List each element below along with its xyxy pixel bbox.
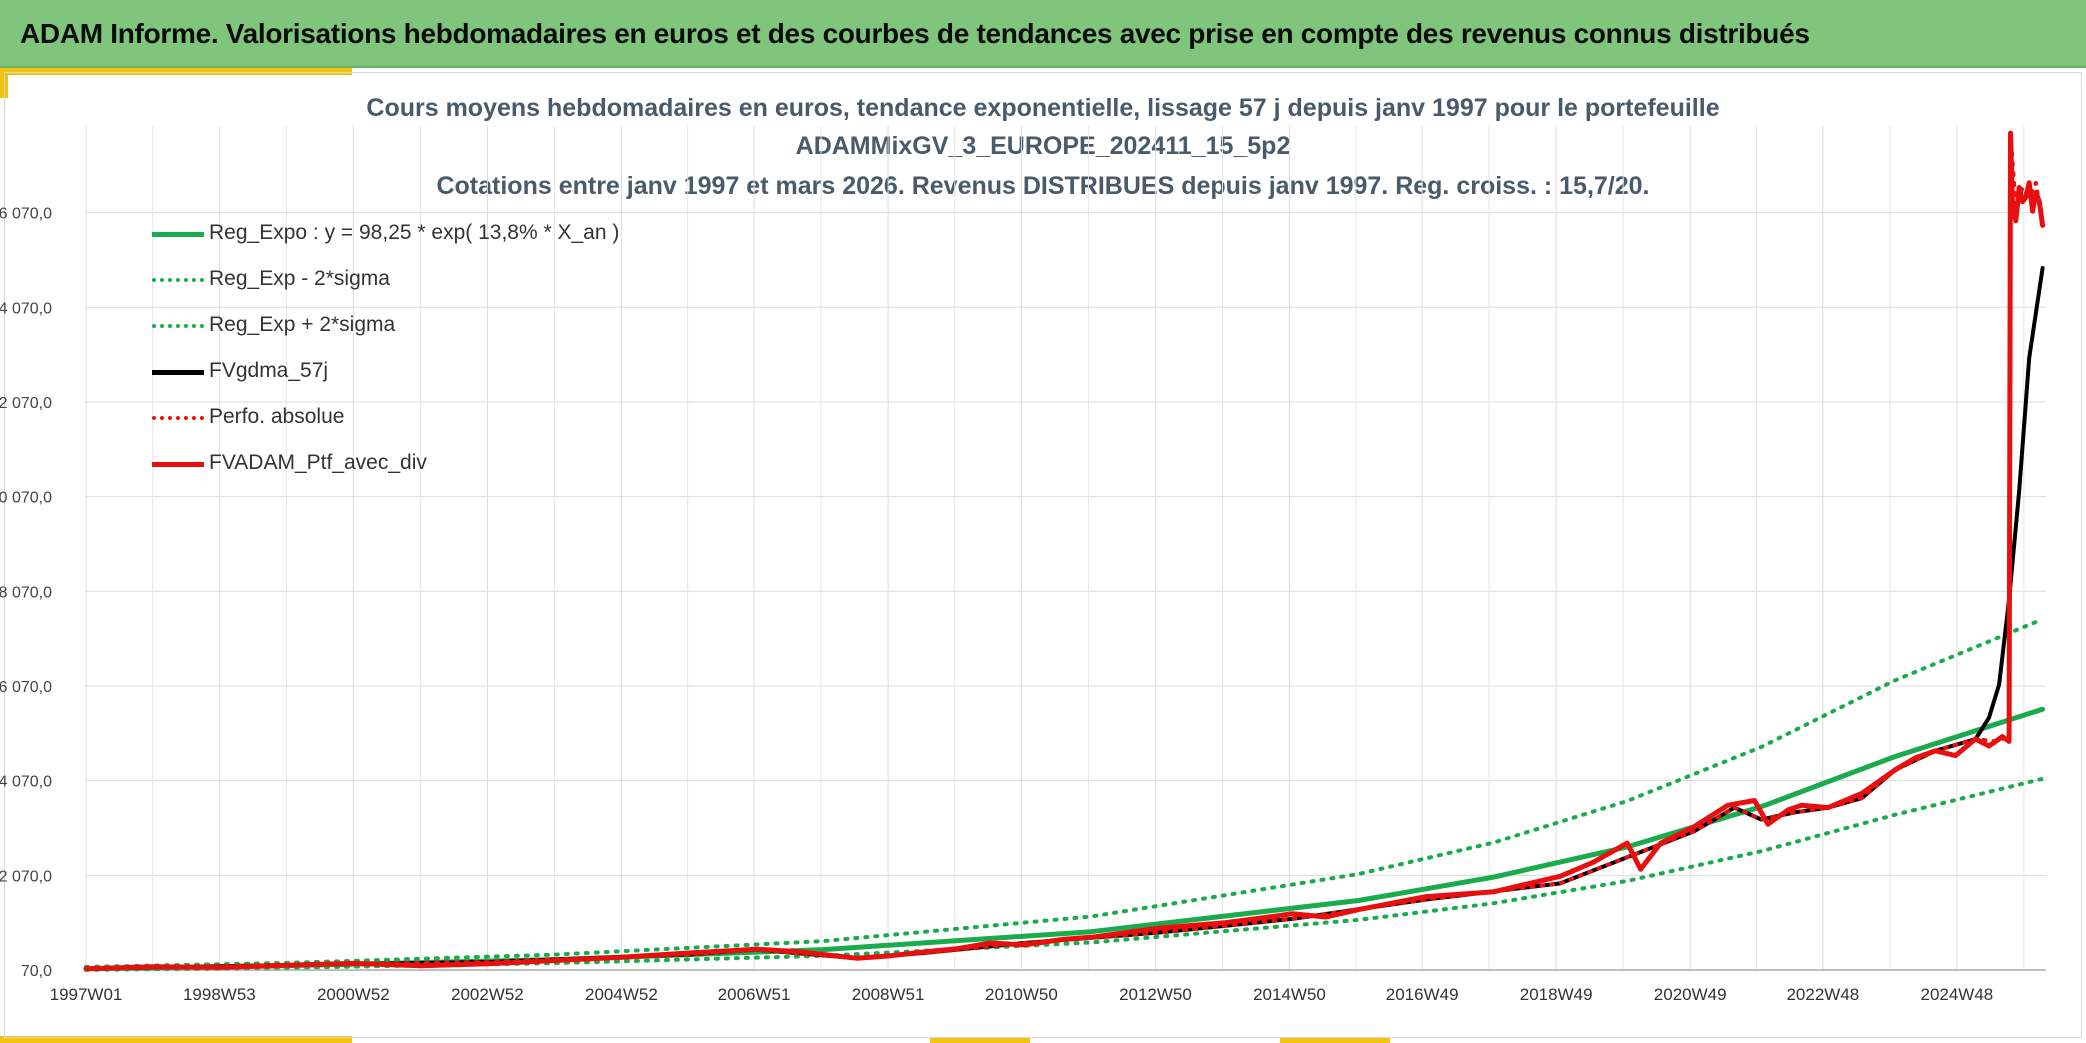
y-tick-label: 2 070,0 xyxy=(0,868,52,885)
page-title: ADAM Informe. Valorisations hebdomadaire… xyxy=(20,18,1810,49)
x-tick-label: 2012W50 xyxy=(1119,985,1192,1004)
chart-title-line-2: ADAMMixGV_3_EUROPE_202411_15_5p2 xyxy=(795,132,1291,160)
y-tick-label: 10 070,0 xyxy=(0,490,52,507)
legend-swatch-perfo-absolue xyxy=(152,416,204,420)
x-tick-label: 2008W51 xyxy=(852,985,925,1004)
x-tick-label: 2024W48 xyxy=(1920,985,1993,1004)
legend-label-fvadam-ptf: FVADAM_Ptf_avec_div xyxy=(209,451,427,474)
accent-bar-top xyxy=(0,68,352,75)
chart-title-line-1: Cours moyens hebdomadaires en euros, ten… xyxy=(366,94,1720,122)
x-tick-label: 2020W49 xyxy=(1654,985,1727,1004)
x-tick-label: 2014W50 xyxy=(1253,985,1326,1004)
y-tick-label: 8 070,0 xyxy=(0,584,52,601)
legend-swatch-fvadam-ptf xyxy=(152,462,204,467)
series-line-3 xyxy=(84,266,2045,971)
x-tick-label: 2002W52 xyxy=(451,985,524,1004)
chart-title-line-3: Cotations entre janv 1997 et mars 2026. … xyxy=(436,172,1650,200)
x-tick-label: 2006W51 xyxy=(718,985,791,1004)
chart-frame xyxy=(4,72,2082,1038)
x-tick-label: 2004W52 xyxy=(585,985,658,1004)
accent-bar-bottom xyxy=(0,1036,352,1043)
header-banner: ADAM Informe. Valorisations hebdomadaire… xyxy=(0,0,2086,68)
x-tick-label: 2022W48 xyxy=(1786,985,1859,1004)
accent-bar-bottom-3 xyxy=(1280,1038,1390,1043)
series-line-5 xyxy=(83,130,2046,972)
legend-label-reg-exp-plus: Reg_Exp + 2*sigma xyxy=(209,313,396,336)
series-line-2 xyxy=(84,617,2045,969)
legend-swatch-reg-exp-plus xyxy=(152,324,204,328)
x-tick-label: 2018W49 xyxy=(1520,985,1593,1004)
accent-bar-bottom-2 xyxy=(930,1038,1030,1043)
x-tick-label: 2010W50 xyxy=(985,985,1058,1004)
legend-label-reg-exp-minus: Reg_Exp - 2*sigma xyxy=(209,267,390,290)
legend-swatch-reg-expo xyxy=(152,232,204,237)
y-tick-label: 16 070,0 xyxy=(0,206,52,223)
y-tick-label: 70,0 xyxy=(21,963,52,980)
legend-label-reg-expo: Reg_Expo : y = 98,25 * exp( 13,8% * X_an… xyxy=(209,221,620,244)
x-tick-label: 2000W52 xyxy=(317,985,390,1004)
legend-swatch-fvgdma xyxy=(152,370,204,375)
y-tick-label: 6 070,0 xyxy=(0,679,52,696)
series-line-4 xyxy=(84,131,2045,971)
series-line-0 xyxy=(83,706,2046,972)
y-tick-label: 14 070,0 xyxy=(0,300,52,317)
y-tick-label: 12 070,0 xyxy=(0,395,52,412)
x-tick-label: 1998W53 xyxy=(183,985,256,1004)
x-tick-label: 1997W01 xyxy=(50,985,123,1004)
x-tick-label: 2016W49 xyxy=(1386,985,1459,1004)
legend-label-fvgdma: FVgdma_57j xyxy=(209,359,329,382)
legend-label-perfo-absolue: Perfo. absolue xyxy=(209,405,345,428)
legend-swatch-reg-exp-minus xyxy=(152,278,204,282)
y-tick-label: 4 070,0 xyxy=(0,774,52,791)
